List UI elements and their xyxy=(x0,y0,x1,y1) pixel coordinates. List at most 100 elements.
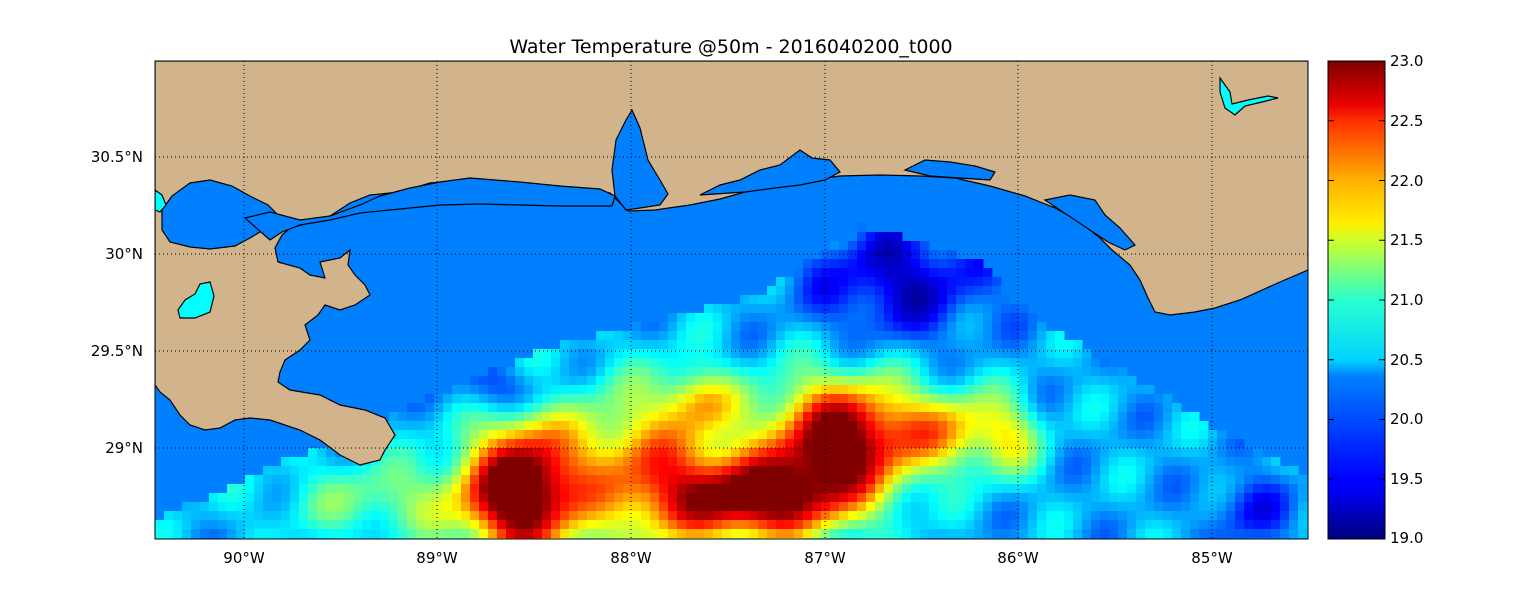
temperature-cell xyxy=(830,376,840,386)
temperature-cell xyxy=(677,529,687,539)
temperature-cell xyxy=(515,529,525,539)
temperature-cell xyxy=(1235,439,1245,449)
temperature-cell xyxy=(335,484,345,494)
temperature-cell xyxy=(1028,376,1038,386)
lon-tick-label: 90°W xyxy=(223,549,265,567)
colorbar-tick-label: 23.0 xyxy=(1390,52,1423,70)
temperature-cell xyxy=(1217,502,1227,512)
temperature-cell xyxy=(470,511,480,521)
temperature-cell xyxy=(263,466,273,476)
temperature-cell xyxy=(209,529,219,539)
temperature-cell xyxy=(884,268,894,278)
temperature-cell xyxy=(713,502,723,512)
temperature-cell xyxy=(605,394,615,404)
temperature-cell xyxy=(803,286,813,296)
temperature-cell xyxy=(1037,529,1047,539)
temperature-cell xyxy=(497,403,507,413)
temperature-cell xyxy=(875,340,885,350)
temperature-cell xyxy=(668,367,678,377)
temperature-cell xyxy=(830,367,840,377)
temperature-cell xyxy=(704,502,714,512)
temperature-cell xyxy=(839,322,849,332)
temperature-cell xyxy=(830,484,840,494)
temperature-cell xyxy=(416,412,426,422)
temperature-cell xyxy=(533,484,543,494)
temperature-cell xyxy=(695,376,705,386)
temperature-cell xyxy=(1028,421,1038,431)
temperature-cell xyxy=(524,367,534,377)
temperature-cell xyxy=(1118,367,1128,377)
temperature-cell xyxy=(1244,475,1254,485)
temperature-cell xyxy=(1253,493,1263,503)
temperature-cell xyxy=(1082,349,1092,359)
temperature-cell xyxy=(785,430,795,440)
temperature-cell xyxy=(938,403,948,413)
temperature-cell xyxy=(596,340,606,350)
temperature-cell xyxy=(803,295,813,305)
temperature-cell xyxy=(1208,529,1218,539)
temperature-cell xyxy=(713,457,723,467)
temperature-cell xyxy=(749,484,759,494)
temperature-cell xyxy=(1235,520,1245,530)
temperature-cell xyxy=(695,430,705,440)
temperature-cell xyxy=(1001,448,1011,458)
temperature-cell xyxy=(1100,439,1110,449)
temperature-cell xyxy=(497,529,507,539)
colorbar-tick-label: 22.5 xyxy=(1390,112,1423,130)
temperature-cell xyxy=(956,322,966,332)
temperature-cell xyxy=(641,349,651,359)
temperature-cell xyxy=(776,412,786,422)
temperature-cell xyxy=(524,484,534,494)
temperature-cell xyxy=(1127,403,1137,413)
temperature-cell xyxy=(497,475,507,485)
temperature-cell xyxy=(947,331,957,341)
temperature-cell xyxy=(668,484,678,494)
temperature-cell xyxy=(1028,367,1038,377)
temperature-cell xyxy=(668,448,678,458)
temperature-cell xyxy=(416,448,426,458)
temperature-cell xyxy=(497,511,507,521)
temperature-cell xyxy=(920,430,930,440)
temperature-cell xyxy=(452,385,462,395)
temperature-cell xyxy=(974,430,984,440)
temperature-cell xyxy=(551,394,561,404)
temperature-cell xyxy=(173,529,183,539)
temperature-cell xyxy=(506,475,516,485)
temperature-cell xyxy=(803,403,813,413)
temperature-cell xyxy=(1082,394,1092,404)
temperature-cell xyxy=(992,286,1002,296)
temperature-cell xyxy=(416,466,426,476)
temperature-cell xyxy=(713,448,723,458)
temperature-cell xyxy=(479,394,489,404)
temperature-cell xyxy=(434,457,444,467)
temperature-cell xyxy=(920,313,930,323)
temperature-cell xyxy=(488,421,498,431)
temperature-cell xyxy=(884,439,894,449)
temperature-cell xyxy=(1127,385,1137,395)
temperature-cell xyxy=(1019,448,1029,458)
temperature-cell xyxy=(1289,475,1299,485)
temperature-cell xyxy=(767,295,777,305)
temperature-cell xyxy=(965,529,975,539)
temperature-cell xyxy=(911,250,921,260)
temperature-cell xyxy=(929,529,939,539)
temperature-cell xyxy=(551,475,561,485)
temperature-cell xyxy=(1001,367,1011,377)
temperature-cell xyxy=(1154,457,1164,467)
temperature-cell xyxy=(1127,511,1137,521)
temperature-cell xyxy=(1244,466,1254,476)
temperature-cell xyxy=(1100,493,1110,503)
temperature-cell xyxy=(839,439,849,449)
temperature-cell xyxy=(443,475,453,485)
temperature-cell xyxy=(812,367,822,377)
temperature-cell xyxy=(1055,475,1065,485)
temperature-cell xyxy=(1082,430,1092,440)
lon-tick-label: 88°W xyxy=(610,549,652,567)
temperature-cell xyxy=(875,241,885,251)
temperature-cell xyxy=(731,340,741,350)
temperature-cell xyxy=(578,349,588,359)
temperature-cell xyxy=(830,322,840,332)
temperature-cell xyxy=(650,493,660,503)
temperature-cell xyxy=(380,529,390,539)
temperature-cell xyxy=(839,475,849,485)
